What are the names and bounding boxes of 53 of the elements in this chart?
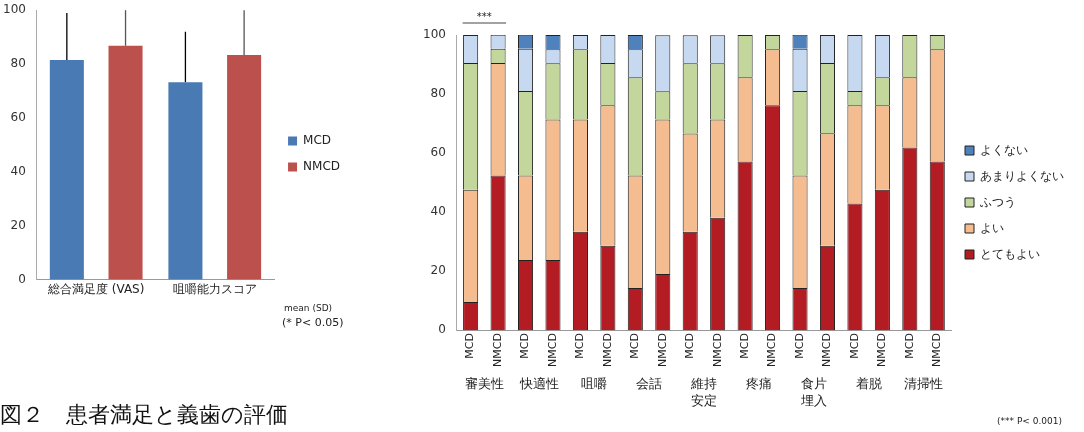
x-tick-label: NMCD — [710, 333, 724, 367]
legend-label: あまりよくない — [980, 168, 1064, 183]
x-tick-label: NMCD — [490, 333, 504, 367]
x-tick-label: MCD — [737, 333, 751, 359]
x-tick-label: 咀嚼能力スコア — [172, 281, 257, 296]
legend-label: MCD — [303, 133, 332, 148]
x-tick-label: MCD — [792, 333, 806, 359]
y-tick-label: 80 — [10, 56, 26, 71]
x-tick-label: MCD — [847, 333, 861, 359]
legend-label: ふつう — [979, 194, 1016, 209]
text: 着脱 — [855, 375, 882, 391]
x-tick-label: MCD — [463, 333, 477, 359]
x-tick-label: NMCD — [655, 333, 669, 367]
caption: 図２ 患者満足と義歯の評価 — [0, 401, 288, 429]
x-tick-label: MCD — [902, 333, 916, 359]
y-tick-label: 20 — [10, 217, 26, 232]
x-tick-label: NMCD — [875, 333, 889, 367]
text: 審美性 — [464, 375, 504, 391]
text: 維持安定 — [689, 375, 717, 408]
text: 会話 — [636, 375, 663, 391]
text: (*** P< 0.001) — [997, 415, 1062, 426]
y-tick-label: 60 — [430, 145, 446, 160]
legend-label: よくない — [980, 142, 1028, 157]
text: *** — [476, 10, 492, 22]
text: 食片埋入 — [799, 375, 827, 408]
legend-label: とてもよい — [980, 246, 1040, 261]
x-tick-label: NMCD — [765, 333, 779, 367]
y-tick-label: 40 — [430, 204, 446, 219]
x-tick-label: NMCD — [820, 333, 834, 367]
y-tick-label: 100 — [423, 27, 446, 42]
x-tick-label: 総合満足度 (VAS) — [46, 281, 145, 296]
x-tick-label: MCD — [628, 333, 642, 359]
legend-label: NMCD — [303, 159, 340, 174]
y-tick-label: 100 — [3, 2, 26, 17]
x-tick-label: MCD — [573, 333, 587, 359]
y-tick-label: 0 — [438, 322, 446, 337]
x-tick-label: NMCD — [600, 333, 614, 367]
text: 咀嚼 — [581, 375, 608, 391]
y-tick-label: 80 — [430, 86, 446, 101]
text: mean (SD) — [284, 302, 333, 313]
y-tick-label: 0 — [18, 271, 26, 286]
text: 快適性 — [518, 375, 559, 391]
text: 疼痛 — [745, 375, 772, 391]
y-tick-label: 60 — [10, 110, 26, 125]
y-tick-label: 40 — [10, 163, 26, 178]
y-tick-label: 20 — [430, 263, 446, 278]
x-tick-label: NMCD — [930, 333, 944, 367]
text: 清掃性 — [904, 375, 944, 391]
text: (* P< 0.05) — [282, 316, 344, 330]
x-tick-label: MCD — [518, 333, 532, 359]
x-tick-label: MCD — [683, 333, 697, 359]
legend-label: よい — [980, 220, 1004, 235]
x-tick-label: NMCD — [545, 333, 559, 367]
